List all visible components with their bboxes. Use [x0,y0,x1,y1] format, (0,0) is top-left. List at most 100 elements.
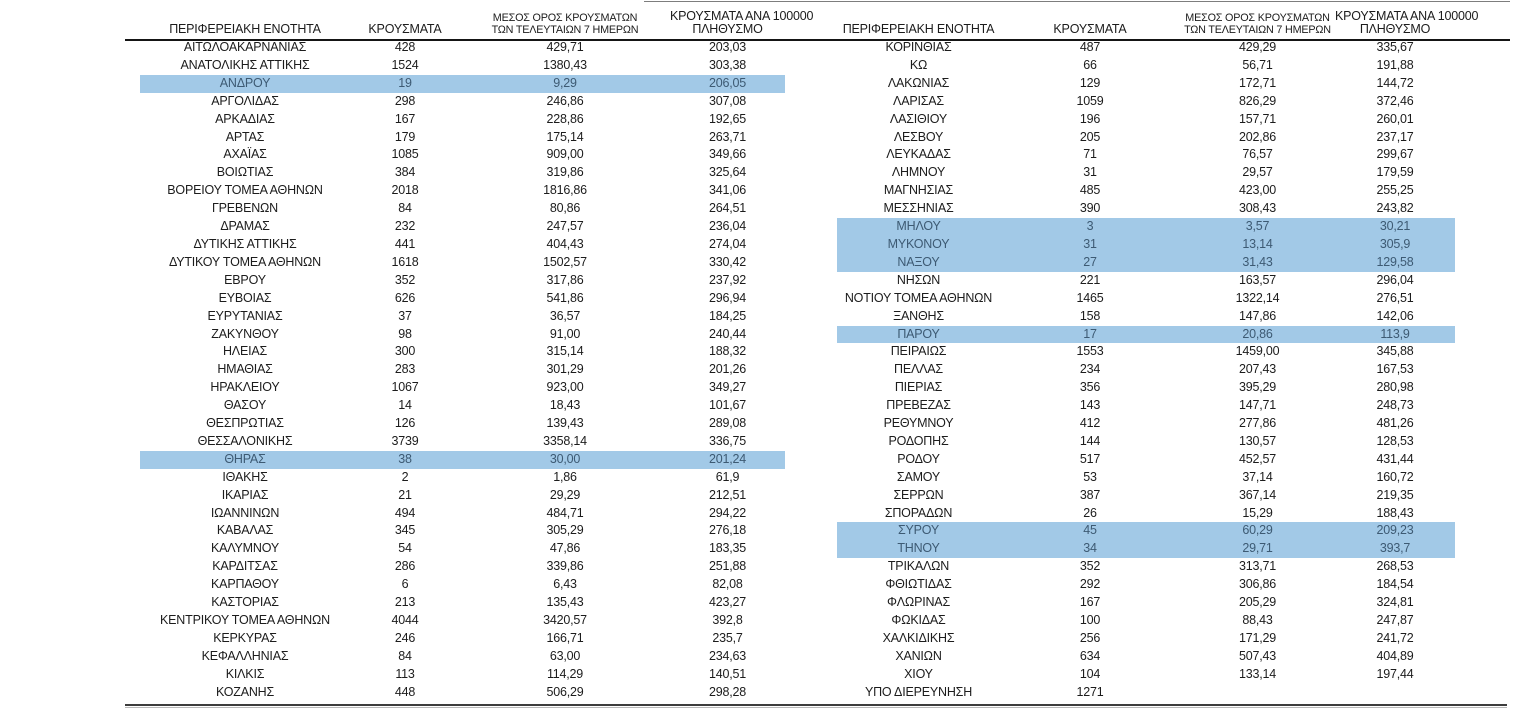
table-row: ΕΥΡΥΤΑΝΙΑΣ 37 36,57 184,25 [140,308,785,326]
cell-region: ΘΕΣΣΑΛΟΝΙΚΗΣ [197,433,293,448]
cell-region: ΕΒΡΟΥ [224,272,266,287]
table-row: ΘΗΡΑΣ 38 30,00 201,24 [140,450,785,469]
cell-avg7: 20,86 [1242,326,1273,341]
cell-avg7: 172,71 [1238,75,1277,90]
table-row: ΚΙΛΚΙΣ 113 114,29 140,51 [140,666,785,684]
cell-region: ΠΡΕΒΕΖΑΣ [886,398,951,413]
cell-per100k: 341,06 [708,183,747,198]
cell-cases: 144 [1079,433,1101,448]
cell-avg7: 15,29 [1242,505,1273,520]
cell-cases: 256 [1079,630,1101,645]
cell-cases: 345 [394,523,416,538]
cell-region: ΤΡΙΚΑΛΩΝ [887,559,950,574]
header-underline [125,39,1510,41]
cell-cases: 19 [398,75,412,90]
cell-per100k: 167,53 [1376,362,1414,377]
cell-per100k: 179,59 [1376,165,1414,180]
table-row: ΣΑΜΟΥ 53 37,14 160,72 [837,469,1455,487]
cell-avg7: 923,00 [546,380,584,395]
table-row: ΝΗΣΩΝ 221 163,57 296,04 [837,272,1455,290]
cell-region: ΔΥΤΙΚΟΥ ΤΟΜΕΑ ΑΘΗΝΩΝ [168,254,322,269]
cell-per100k: 335,67 [1376,40,1414,54]
cell-avg7: 202,86 [1238,129,1277,144]
cell-per100k: 192,65 [708,111,747,126]
cell-avg7: 130,57 [1238,433,1277,448]
cell-per100k: 129,58 [1376,254,1414,269]
cell-cases: 38 [398,451,412,466]
cell-per100k: 481,26 [1376,416,1414,431]
cell-per100k: 251,88 [708,559,747,574]
cell-region: ΘΗΡΑΣ [224,451,266,466]
cell-region: ΚΕΝΤΡΙΚΟΥ ΤΟΜΕΑ ΑΘΗΝΩΝ [160,613,330,627]
cell-avg7: 205,29 [1238,595,1277,610]
cell-region: ΠΙΕΡΙΑΣ [894,380,943,395]
cell-region: ΚΕΡΚΥΡΑΣ [213,630,277,645]
cell-avg7: 305,29 [546,523,584,538]
cell-avg7: 80,86 [549,201,581,216]
cell-per100k: 248,73 [1376,398,1414,413]
bottom-border-line [125,704,1507,706]
cell-cases: 1067 [391,380,419,395]
cell-cases: 98 [398,326,412,341]
cell-per100k: 404,89 [1376,648,1414,663]
cell-region: ΦΩΚΙΔΑΣ [891,613,946,627]
cell-cases: 286 [394,559,416,574]
cell-region: ΔΥΤΙΚΗΣ ΑΤΤΙΚΗΣ [193,236,297,251]
cell-cases: 494 [394,505,416,520]
cell-cases: 143 [1079,398,1101,413]
table-row: ΑΙΤΩΛΟΑΚΑΡΝΑΝΙΑΣ 428 429,71 203,03 [140,39,785,57]
table-row: ΝΟΤΙΟΥ ΤΟΜΕΑ ΑΘΗΝΩΝ 1465 1322,14 276,51 [837,290,1455,308]
cell-region: ΑΡΓΟΛΙΔΑΣ [211,93,279,108]
cell-avg7: 166,71 [546,630,584,645]
cell-per100k: 298,28 [708,684,747,699]
cell-per100k: 372,46 [1376,93,1414,108]
cell-region: ΠΕΙΡΑΙΩΣ [890,344,947,359]
column-header-cases-label: ΚΡΟΥΣΜΑΤΑ [368,22,442,36]
cell-avg7: 1380,43 [543,57,587,72]
table-row: ΑΝΑΤΟΛΙΚΗΣ ΑΤΤΙΚΗΣ 1524 1380,43 303,38 [140,57,785,75]
cell-cases: 21 [398,487,412,502]
cell-per100k: 349,66 [708,147,747,162]
cell-avg7: 157,71 [1238,111,1277,126]
cell-avg7: 395,29 [1238,380,1277,395]
column-header-region-label: ΠΕΡΙΦΕΡΕΙΑΚΗ ΕΝΟΤΗΤΑ [169,22,321,36]
table-row: ΕΒΡΟΥ 352 317,86 237,92 [140,272,785,290]
cell-avg7: 13,14 [1242,236,1273,251]
cell-per100k: 303,38 [708,57,747,72]
cell-per100k: 264,51 [708,201,747,216]
cell-per100k: 305,9 [1379,236,1411,251]
table-row: ΑΝΔΡΟΥ 19 9,29 206,05 [140,74,785,93]
table-row: ΠΡΕΒΕΖΑΣ 143 147,71 248,73 [837,397,1455,415]
cell-per100k: 140,51 [708,666,747,681]
table-row: ΠΕΛΛΑΣ 234 207,43 167,53 [837,361,1455,379]
cell-avg7: 315,14 [546,344,584,359]
cell-avg7: 506,29 [546,684,584,699]
table-row: ΚΩ 66 56,71 191,88 [837,57,1455,75]
cell-cases: 167 [1079,595,1101,610]
cell-region: ΚΟΡΙΝΘΙΑΣ [885,40,952,54]
cell-per100k: 243,82 [1376,201,1414,216]
table-row: ΦΩΚΙΔΑΣ 100 88,43 247,87 [837,612,1455,630]
cell-per100k: 144,72 [1376,75,1414,90]
cell-region: ΗΜΑΘΙΑΣ [217,362,273,377]
cell-avg7: 317,86 [546,272,584,287]
column-header-7day-average-line2: ΤΩΝ ΤΕΛΕΥΤΑΙΩΝ 7 ΗΜΕΡΩΝ [1184,24,1331,36]
table-row: ΝΑΞΟΥ 27 31,43 129,58 [837,253,1455,272]
cell-region: ΜΗΛΟΥ [896,219,941,234]
cell-avg7 [1180,684,1335,702]
cell-region: ΝΑΞΟΥ [897,254,940,269]
cell-per100k: 325,64 [708,165,747,180]
table-row: ΚΑΣΤΟΡΙΑΣ 213 135,43 423,27 [140,594,785,612]
table-row: ΛΗΜΝΟΥ 31 29,57 179,59 [837,164,1455,182]
table-row: ΤΗΝΟΥ 34 29,71 393,7 [837,540,1455,559]
column-header-7day-average: ΜΕΣΟΣ ΟΡΟΣ ΚΡΟΥΣΜΑΤΩΝ ΤΩΝ ΤΕΛΕΥΤΑΙΩΝ 7 Η… [1180,0,1335,39]
cell-cases: 45 [1083,523,1097,538]
cell-region: ΚΕΦΑΛΛΗΝΙΑΣ [201,648,289,663]
cell-cases: 448 [394,684,416,699]
cell-avg7: 313,71 [1238,559,1277,574]
table-row: ΜΕΣΣΗΝΙΑΣ 390 308,43 243,82 [837,200,1455,218]
cell-region: ΜΥΚΟΝΟΥ [887,236,950,251]
cell-cases: 31 [1083,236,1097,251]
cell-cases: 1271 [1076,684,1104,699]
